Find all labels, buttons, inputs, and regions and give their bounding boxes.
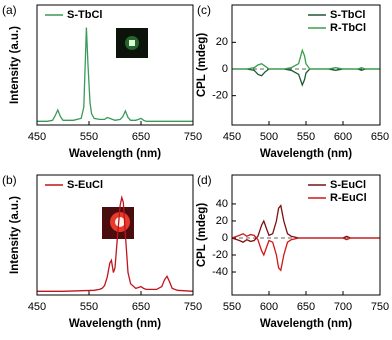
x-tick-label: 750	[371, 301, 389, 313]
y-axis-label: Intensity (a.u.)	[9, 26, 21, 104]
panel-label: (b)	[2, 173, 17, 187]
x-tick-label: 600	[334, 131, 352, 143]
plot-frame	[231, 174, 381, 296]
plot-frame	[231, 4, 381, 126]
x-axis-label: Wavelength (nm)	[260, 148, 352, 160]
legend-label: S-EuCl	[330, 179, 366, 191]
y-tick-label: 40	[216, 198, 228, 210]
inset-spot	[129, 40, 135, 46]
x-tick-label: 600	[260, 301, 278, 313]
series-line	[231, 204, 380, 243]
plot-frame	[36, 4, 194, 126]
y-tick-label: 20	[216, 215, 228, 227]
x-tick-label: 450	[28, 301, 46, 313]
x-tick-label: 650	[371, 131, 389, 143]
y-tick-label: -40	[212, 266, 228, 278]
y-tick-label: 0	[222, 63, 228, 75]
panel-label: (d)	[197, 173, 212, 187]
x-tick-label: 650	[297, 301, 315, 313]
y-tick-label: 0	[222, 232, 228, 244]
series-line	[232, 68, 380, 87]
legend-label: R-EuCl	[330, 192, 367, 204]
x-tick-label: 550	[223, 301, 241, 313]
x-axis-label: Wavelength (nm)	[69, 318, 161, 330]
x-tick-label: 750	[184, 131, 202, 143]
x-tick-label: 450	[223, 131, 241, 143]
y-axis-label: Intensity (a.u.)	[9, 196, 21, 274]
plot-frame	[36, 174, 194, 296]
y-tick-label: -20	[212, 90, 228, 102]
x-tick-label: 700	[334, 301, 352, 313]
series-line	[37, 27, 193, 122]
x-tick-label: 500	[260, 131, 278, 143]
legend-label: S-TbCl	[330, 9, 365, 21]
series-line	[231, 232, 380, 272]
x-tick-label: 650	[132, 131, 150, 143]
series-line	[232, 48, 380, 70]
y-axis-label: CPL (mdeg)	[196, 33, 208, 97]
legend-label: R-TbCl	[330, 22, 366, 34]
x-tick-label: 750	[184, 301, 202, 313]
y-axis-label: CPL (mdeg)	[196, 203, 208, 267]
x-axis-label: Wavelength (nm)	[260, 318, 352, 330]
x-tick-label: 550	[80, 131, 98, 143]
legend-label: S-TbCl	[67, 9, 102, 21]
x-tick-label: 550	[80, 301, 98, 313]
y-tick-label: 20	[216, 36, 228, 48]
x-tick-label: 650	[132, 301, 150, 313]
legend-label: S-EuCl	[67, 179, 103, 191]
panel-label: (a)	[2, 3, 17, 17]
series-line	[37, 194, 194, 292]
inset-spot	[115, 217, 125, 227]
x-tick-label: 550	[297, 131, 315, 143]
panel-label: (c)	[197, 3, 211, 17]
y-tick-label: -20	[212, 249, 228, 261]
x-tick-label: 450	[28, 131, 46, 143]
x-axis-label: Wavelength (nm)	[69, 148, 161, 160]
inset-photo-tb	[116, 28, 148, 58]
